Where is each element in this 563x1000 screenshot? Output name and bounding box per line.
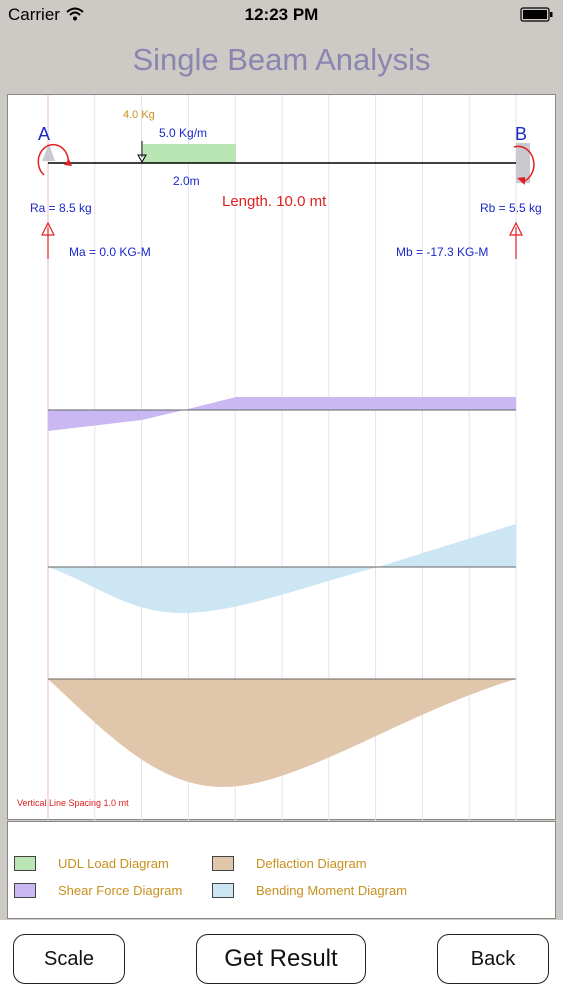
moment-arc-a-icon (37, 143, 70, 176)
moment-b-label: Mb = -17.3 KG-M (396, 245, 488, 259)
legend-label-moment: Bending Moment Diagram (256, 883, 408, 898)
support-b (516, 143, 530, 183)
deflection-diagram (48, 678, 516, 787)
point-load-arrow (137, 141, 147, 164)
reaction-a-label: Ra = 8.5 kg (30, 201, 92, 215)
udl-label: 5.0 Kg/m (159, 126, 207, 140)
beam-diagram-panel: A B 4.0 Kg 5.0 Kg/m 2.0m Length. 10.0 mt… (7, 94, 556, 821)
page-title: Single Beam Analysis (132, 42, 431, 77)
length-label: Length. 10.0 mt (222, 193, 327, 210)
reaction-arrow-b (509, 221, 523, 259)
reaction-arrow-a (41, 221, 55, 259)
label-a: A (38, 124, 50, 144)
moment-arc-b-icon (513, 145, 535, 183)
status-time: 12:23 PM (244, 5, 319, 24)
bottom-toolbar: Scale Get Result Back (0, 920, 563, 1000)
bending-moment-diagram (48, 524, 516, 613)
shear-force-diagram (48, 397, 516, 431)
legend-swatch-shear (14, 883, 36, 898)
legend-label-udl: UDL Load Diagram (58, 856, 169, 871)
legend-label-deflection: Deflaction Diagram (256, 856, 367, 871)
legend-swatch-deflection (212, 856, 234, 871)
reaction-b-label: Rb = 5.5 kg (480, 201, 542, 215)
wifi-icon (66, 7, 84, 21)
scale-button[interactable]: Scale (13, 934, 125, 984)
legend-label-shear: Shear Force Diagram (58, 883, 183, 898)
support-a (42, 144, 55, 161)
point-load-label: 4.0 Kg (123, 109, 155, 121)
spacing-note: Vertical Line Spacing 1.0 mt (17, 798, 129, 808)
back-button[interactable]: Back (437, 934, 549, 984)
legend-swatch-moment (212, 883, 234, 898)
legend: UDL Load Diagram Deflaction Diagram Shea… (7, 821, 556, 919)
beam-diagram: A B 4.0 Kg 5.0 Kg/m 2.0m Length. 10.0 mt… (17, 95, 542, 821)
legend-swatch-udl (14, 856, 36, 871)
udl-block (143, 144, 236, 163)
carrier-label: Carrier (8, 5, 60, 24)
get-result-button[interactable]: Get Result (196, 934, 366, 984)
battery-icon (520, 7, 553, 22)
status-bar: Carrier 12:23 PM (0, 0, 563, 30)
label-b: B (515, 124, 527, 144)
udl-start-label: 2.0m (173, 174, 200, 188)
moment-a-label: Ma = 0.0 KG-M (69, 245, 151, 259)
